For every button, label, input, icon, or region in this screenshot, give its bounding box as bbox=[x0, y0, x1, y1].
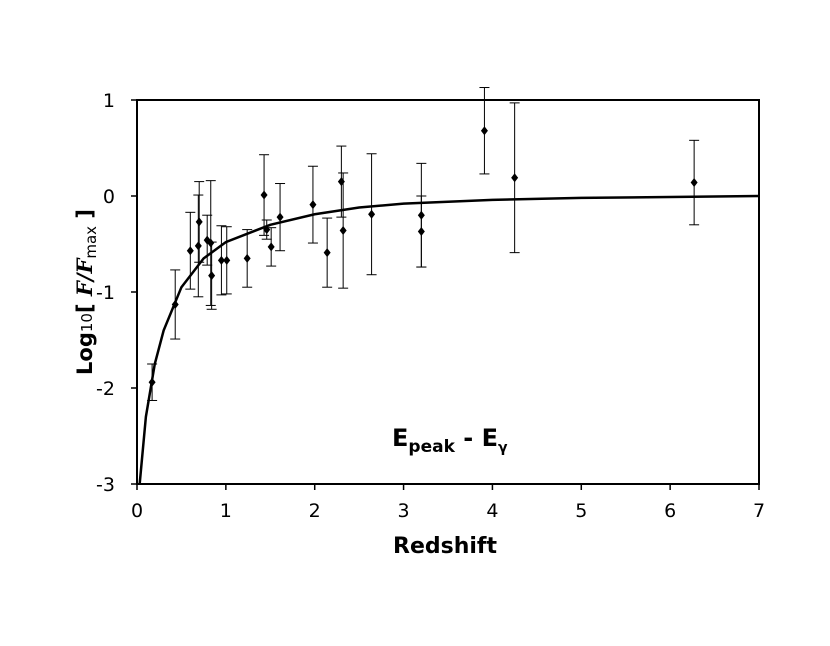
annotation-part: peak bbox=[408, 437, 455, 457]
annotation: Epeak - Eγ bbox=[392, 424, 508, 457]
data-point bbox=[417, 227, 425, 237]
data-point bbox=[217, 255, 225, 265]
x-tick-label: 1 bbox=[220, 500, 232, 522]
data-point bbox=[267, 242, 275, 252]
data-point bbox=[690, 178, 698, 188]
x-tick-label: 3 bbox=[398, 500, 410, 522]
data-point bbox=[309, 200, 317, 210]
y-label-part: F/F bbox=[72, 257, 97, 298]
annotation-part: - E bbox=[455, 424, 498, 452]
data-point bbox=[480, 126, 488, 136]
x-tick-label: 6 bbox=[664, 500, 676, 522]
data-point bbox=[339, 226, 347, 236]
x-tick-label: 2 bbox=[309, 500, 321, 522]
plot-frame bbox=[136, 99, 760, 485]
data-point bbox=[207, 238, 215, 248]
data-point bbox=[337, 177, 345, 187]
x-tick-label: 0 bbox=[131, 500, 143, 522]
y-label-part: [ bbox=[73, 296, 97, 313]
x-axis-label: Redshift bbox=[393, 534, 497, 559]
data-point bbox=[323, 248, 331, 258]
y-label-part: max bbox=[82, 226, 100, 259]
annotation-part: E bbox=[392, 424, 408, 452]
data-point bbox=[243, 253, 251, 263]
y-tick-label: -3 bbox=[96, 474, 115, 496]
data-point bbox=[276, 212, 284, 222]
data-point bbox=[511, 173, 519, 183]
data-point bbox=[194, 241, 202, 251]
x-tick-label: 5 bbox=[575, 500, 587, 522]
y-tick-label: 1 bbox=[103, 90, 115, 112]
data-point bbox=[186, 246, 194, 256]
y-label-part: Log bbox=[73, 332, 97, 375]
model-curve bbox=[138, 194, 760, 485]
x-tick-label: 4 bbox=[486, 500, 498, 522]
data-point bbox=[368, 209, 376, 219]
y-label-part: 10 bbox=[78, 313, 96, 332]
data-point bbox=[195, 217, 203, 227]
y-axis-label: Log10[ F/Fmax ] bbox=[72, 209, 100, 375]
x-tick-label: 7 bbox=[753, 500, 765, 522]
data-point bbox=[223, 255, 231, 265]
annotation-part: γ bbox=[498, 440, 508, 456]
y-label-part: ] bbox=[73, 209, 97, 226]
y-tick-label: -1 bbox=[96, 282, 115, 304]
y-tick-label: 0 bbox=[103, 186, 115, 208]
data-point bbox=[208, 271, 216, 281]
y-tick-label: -2 bbox=[96, 378, 115, 400]
data-point bbox=[260, 190, 268, 200]
